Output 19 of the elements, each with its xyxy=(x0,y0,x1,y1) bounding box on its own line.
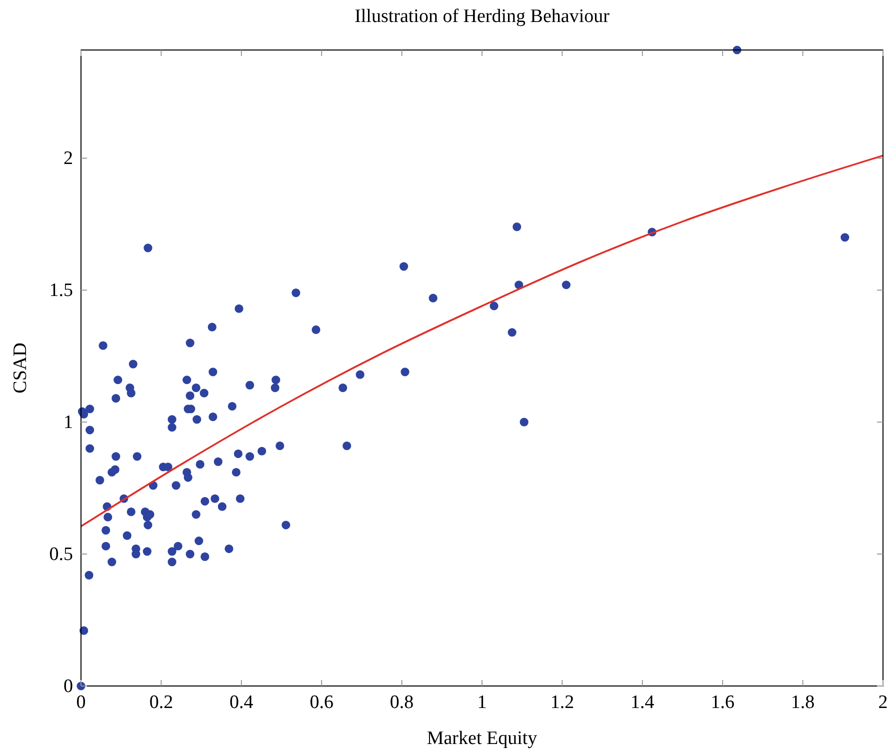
x-axis-title: Market Equity xyxy=(426,728,538,749)
x-tick-label: 1 xyxy=(477,692,487,713)
x-tick-label: 1.6 xyxy=(710,692,734,713)
x-tick-label: 1.2 xyxy=(550,692,574,713)
y-axis-title: CSAD xyxy=(10,342,31,394)
chart-title: Illustration of Herding Behaviour xyxy=(354,6,610,27)
y-tick-label: 1.5 xyxy=(49,280,73,302)
x-tick-label: 2 xyxy=(878,692,888,713)
x-tick-label: 0.8 xyxy=(390,692,414,713)
x-tick-label: 0.6 xyxy=(310,692,334,713)
x-tick-label: 0.2 xyxy=(149,692,174,713)
x-tick-label: 1.4 xyxy=(630,692,655,713)
y-tick-label: 0.5 xyxy=(49,544,73,566)
y-tick-label: 2 xyxy=(64,148,73,170)
y-tick-label: 0 xyxy=(64,676,73,697)
x-tick-label: 0.4 xyxy=(230,692,254,713)
y-tick-label: 1 xyxy=(64,412,73,434)
line-series xyxy=(80,154,884,528)
x-tick-label: 1.8 xyxy=(790,692,815,713)
